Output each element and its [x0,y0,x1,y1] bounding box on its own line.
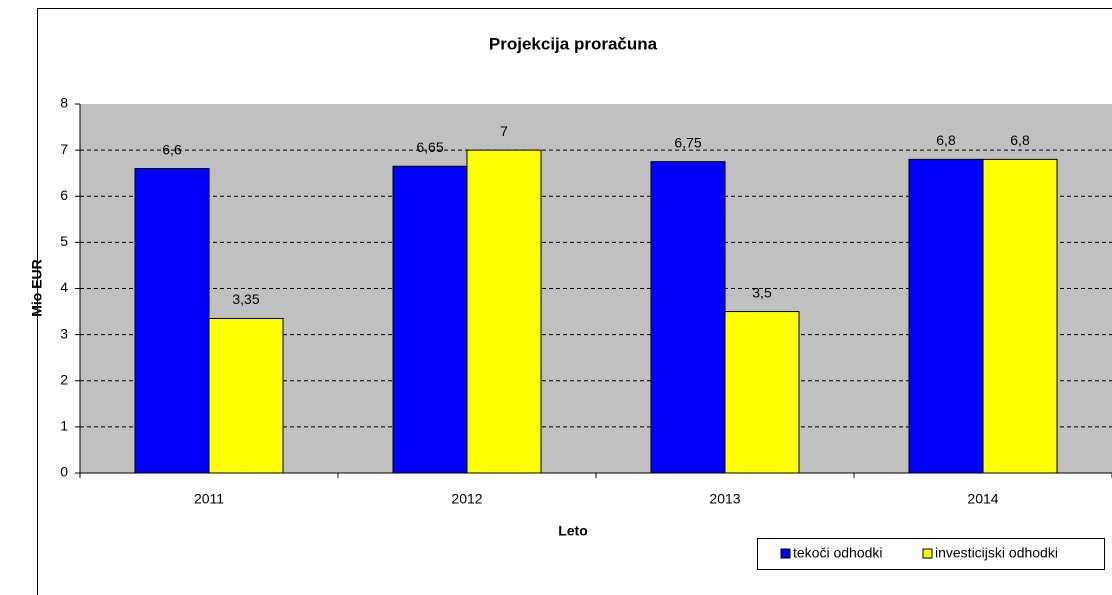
data-label: 3,35 [232,291,259,307]
data-label: 6,8 [1010,132,1030,148]
chart-title: Projekcija proračuna [489,34,658,53]
legend-label: tekoči odhodki [793,545,883,561]
y-tick-label: 4 [60,279,68,295]
bar [650,161,726,474]
bar [908,158,984,474]
bar [208,317,284,474]
bar [134,168,210,474]
data-label: 7 [500,123,508,139]
y-tick-label: 3 [60,325,68,341]
bar [392,165,468,474]
x-tick-label: 2014 [967,491,998,507]
y-tick-label: 6 [60,187,68,203]
legend-label: investicijski odhodki [935,545,1058,561]
x-axis-title: Leto [558,523,588,539]
x-tick-label: 2012 [451,491,482,507]
data-label: 6,75 [674,134,701,150]
y-tick-label: 0 [60,464,68,480]
bar [982,158,1058,474]
data-label: 6,8 [936,132,956,148]
y-tick-label: 5 [60,233,68,249]
legend-swatch [922,548,933,559]
y-tick-label: 7 [60,141,68,157]
x-tick-label: 2011 [194,491,224,507]
y-tick-label: 1 [60,418,68,434]
bar [724,311,800,474]
data-label: 6,6 [162,141,182,157]
legend-swatch [780,548,791,559]
y-tick-label: 2 [60,371,68,387]
data-label: 6,65 [416,139,443,155]
y-tick-label: 8 [60,95,68,111]
bar [466,149,542,474]
x-tick-label: 2013 [709,491,740,507]
data-label: 3,5 [752,284,772,300]
y-axis-title: Mio EUR [29,259,45,317]
